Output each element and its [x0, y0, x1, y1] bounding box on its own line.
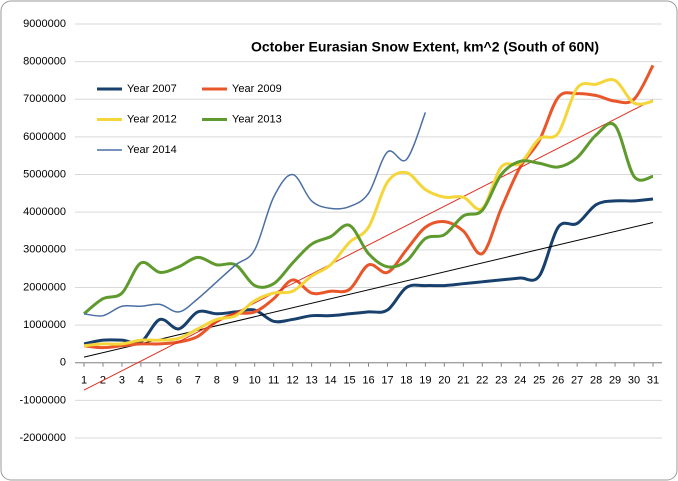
x-tick-label: 13 — [305, 375, 317, 387]
x-tick-label: 12 — [287, 375, 299, 387]
legend-label: Year 2007 — [127, 83, 177, 95]
y-tick-label: 4000000 — [23, 206, 66, 218]
x-tick-label: 15 — [343, 375, 355, 387]
x-tick-label: 10 — [249, 375, 261, 387]
y-tick-label: -2000000 — [20, 432, 67, 444]
y-tick-label: 6000000 — [23, 131, 66, 143]
legend-label: Year 2012 — [127, 113, 177, 125]
y-tick-label: 8000000 — [23, 56, 66, 68]
x-tick-label: 27 — [571, 375, 583, 387]
x-tick-label: 23 — [495, 375, 507, 387]
x-tick-label: 8 — [214, 375, 220, 387]
x-tick-label: 6 — [176, 375, 182, 387]
y-tick-label: 5000000 — [23, 168, 66, 180]
y-tick-label: -1000000 — [20, 394, 67, 406]
y-tick-label: 1000000 — [23, 319, 66, 331]
x-tick-label: 26 — [552, 375, 564, 387]
x-tick-label: 14 — [324, 375, 336, 387]
x-tick-label: 20 — [438, 375, 450, 387]
x-tick-label: 28 — [590, 375, 602, 387]
x-tick-label: 11 — [268, 375, 279, 387]
series-line — [83, 78, 654, 348]
y-tick-label: 7000000 — [23, 93, 66, 105]
x-tick-label: 5 — [157, 375, 163, 387]
series-line — [83, 121, 654, 315]
x-tick-label: 30 — [628, 375, 640, 387]
x-tick-label: 1 — [81, 375, 87, 387]
x-tick-label: 7 — [195, 375, 201, 387]
x-tick-label: 25 — [533, 375, 545, 387]
x-tick-label: 22 — [476, 375, 488, 387]
legend-label: Year 2013 — [232, 113, 282, 125]
y-tick-label: 3000000 — [23, 244, 66, 256]
x-tick-label: 9 — [233, 375, 239, 387]
y-tick-label: 9000000 — [23, 18, 66, 30]
x-tick-label: 18 — [400, 375, 412, 387]
x-tick-label: 4 — [138, 375, 144, 387]
series-line — [83, 112, 427, 317]
y-tick-label: 2000000 — [23, 281, 66, 293]
series-line — [83, 197, 654, 346]
x-tick-label: 29 — [609, 375, 621, 387]
y-tick-label: 0 — [60, 357, 66, 369]
x-tick-label: 24 — [514, 375, 526, 387]
legend-label: Year 2009 — [232, 83, 282, 95]
x-tick-label: 21 — [457, 375, 469, 387]
x-tick-label: 19 — [419, 375, 431, 387]
x-tick-label: 17 — [381, 375, 393, 387]
x-tick-label: 16 — [362, 375, 374, 387]
trendline — [83, 222, 654, 358]
x-tick-label: 3 — [119, 375, 125, 387]
chart-title: October Eurasian Snow Extent, km^2 (Sout… — [251, 39, 599, 55]
legend-label: Year 2014 — [127, 144, 177, 156]
trendline — [83, 99, 654, 391]
x-tick-label: 31 — [647, 375, 659, 387]
